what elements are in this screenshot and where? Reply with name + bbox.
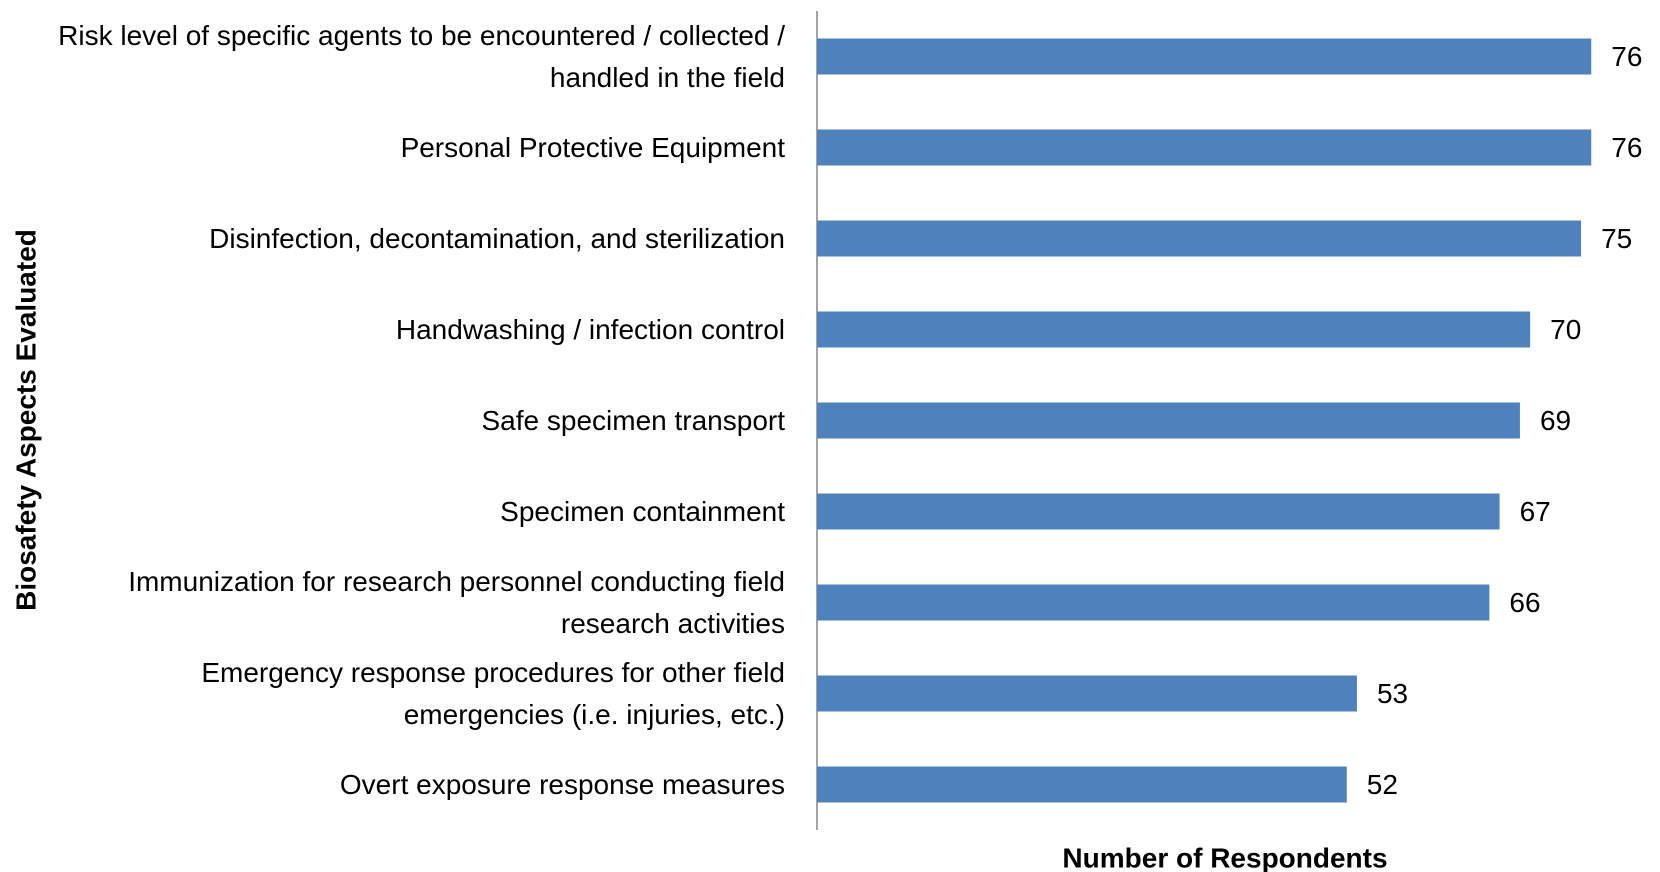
data-label: 69 [1540,405,1571,436]
bar [817,766,1347,803]
bar [817,584,1490,621]
data-label: 70 [1550,314,1581,345]
bar [817,38,1592,75]
y-axis-label: Biosafety Aspects Evaluated [10,229,41,611]
bar [817,311,1531,348]
data-label: 76 [1611,41,1642,72]
x-axis-label: Number of Respondents [1062,842,1387,872]
bar [817,493,1500,530]
data-label: 52 [1367,769,1398,800]
bar [817,402,1520,439]
bar [817,129,1592,166]
y-tick-label: Immunization for research personnel cond… [128,565,785,639]
bar [817,675,1357,712]
y-tick-label: Disinfection, decontamination, and steri… [209,222,785,254]
y-tick-label: Specimen containment [500,495,785,527]
y-tick-label: Personal Protective Equipment [400,131,785,163]
y-tick-label: Overt exposure response measures [339,768,785,800]
data-label: 76 [1611,132,1642,163]
y-tick-label: Emergency response procedures for other … [201,656,785,730]
data-label: 53 [1377,678,1408,709]
y-tick-label: Risk level of specific agents to be enco… [58,19,785,93]
data-label: 67 [1520,496,1551,527]
bar [817,220,1582,257]
y-tick-label: Safe specimen transport [481,404,786,436]
y-tick-label: Handwashing / infection control [395,313,785,345]
data-label: 75 [1601,223,1632,254]
data-label: 66 [1509,587,1540,618]
